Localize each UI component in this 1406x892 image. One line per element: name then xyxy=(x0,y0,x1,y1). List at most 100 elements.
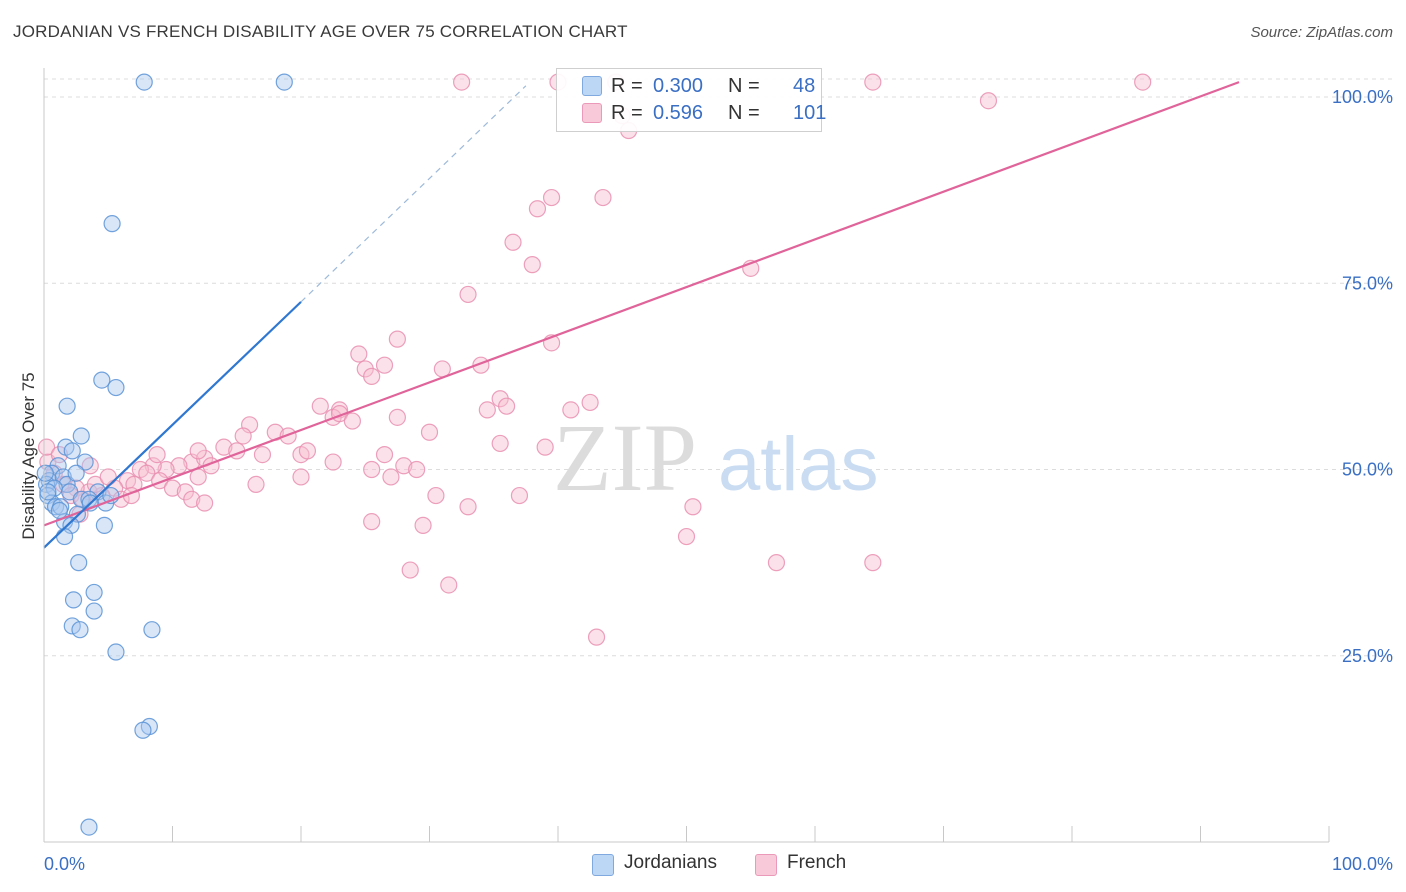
french-point xyxy=(324,453,342,471)
french-point xyxy=(375,356,394,374)
french-point xyxy=(292,468,310,486)
french-point xyxy=(408,460,426,479)
jordanian-point xyxy=(58,397,76,415)
legend-r-label: R = xyxy=(611,101,643,124)
french-point xyxy=(311,397,329,415)
x-tick-label-left: 0.0% xyxy=(44,854,85,874)
jordanian-trend-extension xyxy=(300,85,527,303)
y-axis-title: Disability Age Over 75 xyxy=(19,372,38,539)
french-point xyxy=(498,397,516,415)
french-point xyxy=(253,446,272,464)
french-point xyxy=(581,393,599,412)
y-tick-label: 50.0% xyxy=(1342,460,1393,480)
french-point xyxy=(594,188,612,207)
jordanian-point xyxy=(63,442,81,460)
jordanian-trend-line xyxy=(43,301,302,549)
french-point xyxy=(542,188,561,207)
jordanian-point xyxy=(50,501,69,520)
jordanian-point xyxy=(107,378,125,397)
french-point xyxy=(234,427,252,445)
legend-n-value-french: 101 xyxy=(793,101,827,124)
french-point xyxy=(298,442,317,460)
legend-n-label: N = xyxy=(728,101,760,124)
french-points xyxy=(37,73,1152,646)
trend-lines xyxy=(43,81,1240,549)
legend-swatch-jordanians xyxy=(582,76,602,96)
bottom-legend-label-french: French xyxy=(787,852,847,873)
jordanian-point xyxy=(72,427,90,445)
correlation-legend: R = 0.300 N = 48 R = 0.596 N = 101 xyxy=(556,68,826,132)
french-point xyxy=(247,475,265,493)
french-point xyxy=(459,285,477,304)
bottom-swatch-french xyxy=(755,854,777,876)
french-point xyxy=(504,233,522,251)
bottom-legend-label-jordanians: Jordanians xyxy=(624,852,717,873)
french-point xyxy=(510,486,529,505)
legend-r-label: R = xyxy=(611,74,643,97)
french-point xyxy=(350,345,368,363)
x-tick-label-right: 100.0% xyxy=(1332,854,1393,874)
french-point xyxy=(767,554,786,572)
french-point xyxy=(37,438,56,456)
jordanian-point xyxy=(80,818,98,836)
french-point xyxy=(491,434,509,453)
french-point xyxy=(196,494,214,512)
french-point xyxy=(1134,73,1152,91)
legend-r-value-french: 0.596 xyxy=(653,101,704,124)
legend-n-value-jordanians: 48 xyxy=(793,74,816,97)
legend-r-value-jordanians: 0.300 xyxy=(653,74,704,97)
french-point xyxy=(363,460,381,479)
jordanian-point xyxy=(275,73,293,91)
jordanian-point xyxy=(143,621,161,639)
source-label: Source: ZipAtlas.com xyxy=(1250,24,1393,41)
french-point xyxy=(388,408,406,426)
jordanian-point xyxy=(36,464,54,482)
watermark: ZIP atlas xyxy=(553,404,879,511)
french-point xyxy=(427,486,445,505)
legend-n-label: N = xyxy=(728,74,760,97)
french-point xyxy=(864,73,882,91)
french-point xyxy=(562,401,580,419)
jordanian-point xyxy=(71,621,89,639)
french-point xyxy=(420,423,439,441)
y-tick-label: 25.0% xyxy=(1342,646,1393,666)
french-point xyxy=(523,256,541,274)
french-point xyxy=(183,490,201,508)
french-point xyxy=(395,457,413,475)
jordanian-point xyxy=(103,215,121,233)
french-point xyxy=(388,330,406,348)
jordanian-point xyxy=(107,643,125,661)
french-point xyxy=(528,200,547,218)
jordanian-point xyxy=(85,602,103,620)
jordanian-point xyxy=(39,483,57,501)
watermark-atlas: atlas xyxy=(718,422,879,507)
y-tick-label: 75.0% xyxy=(1342,273,1393,293)
french-point xyxy=(979,92,998,110)
french-point xyxy=(170,457,188,475)
french-point xyxy=(587,628,606,646)
french-point xyxy=(363,513,381,531)
french-point xyxy=(677,527,696,546)
grid-layer xyxy=(44,78,1393,657)
jordanian-point xyxy=(67,464,85,482)
french-point xyxy=(536,438,554,456)
french-point xyxy=(375,446,394,464)
jordanian-point xyxy=(135,73,153,91)
y-tick-label: 100.0% xyxy=(1332,87,1393,107)
french-point xyxy=(864,554,882,572)
jordanian-point xyxy=(55,527,74,546)
french-point xyxy=(163,479,182,497)
watermark-zip: ZIP xyxy=(553,404,697,511)
jordanian-point xyxy=(134,721,152,739)
french-trend-line xyxy=(43,81,1240,527)
french-point xyxy=(382,468,400,486)
french-point xyxy=(401,561,419,579)
french-point xyxy=(440,576,458,594)
french-point xyxy=(99,468,117,486)
french-point xyxy=(215,438,233,456)
jordanian-point xyxy=(64,591,83,609)
jordanian-point xyxy=(95,516,113,534)
jordanian-point xyxy=(85,583,103,602)
french-point xyxy=(453,73,471,91)
